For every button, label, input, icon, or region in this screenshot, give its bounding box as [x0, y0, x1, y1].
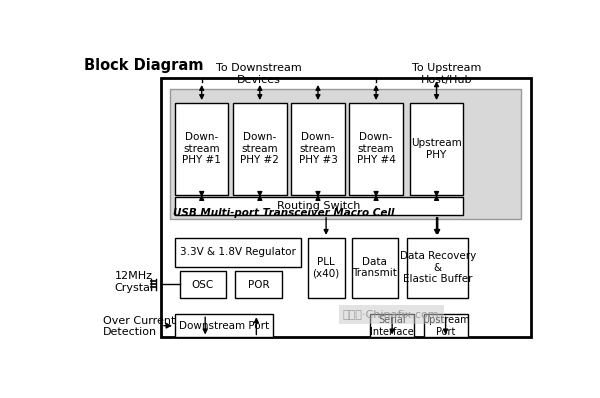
- FancyBboxPatch shape: [410, 103, 463, 195]
- Text: Down-
stream
PHY #4: Down- stream PHY #4: [356, 132, 395, 166]
- FancyBboxPatch shape: [370, 314, 415, 338]
- Text: POR: POR: [248, 279, 269, 289]
- Text: Data
Transmit: Data Transmit: [352, 257, 397, 279]
- Text: Block Diagram: Block Diagram: [84, 59, 204, 74]
- Text: To Upstream
Host/Hub: To Upstream Host/Hub: [412, 63, 482, 85]
- Text: 迅维网·Chinafix.com: 迅维网·Chinafix.com: [343, 309, 440, 319]
- Text: Down-
stream
PHY #2: Down- stream PHY #2: [241, 132, 279, 166]
- FancyBboxPatch shape: [233, 103, 287, 195]
- FancyBboxPatch shape: [349, 103, 403, 195]
- Text: Serial
Interface: Serial Interface: [370, 315, 414, 337]
- Text: Over Current
Detection: Over Current Detection: [103, 316, 175, 338]
- Text: To Downstream
Devices: To Downstream Devices: [216, 63, 302, 85]
- Text: 12MHz
Crystal: 12MHz Crystal: [114, 271, 153, 293]
- FancyBboxPatch shape: [175, 197, 463, 215]
- FancyBboxPatch shape: [161, 78, 531, 338]
- FancyBboxPatch shape: [175, 314, 272, 338]
- FancyBboxPatch shape: [352, 238, 398, 298]
- FancyBboxPatch shape: [170, 89, 521, 219]
- Text: Upstream
Port: Upstream Port: [422, 315, 470, 337]
- FancyBboxPatch shape: [235, 271, 282, 298]
- FancyBboxPatch shape: [308, 238, 344, 298]
- Text: Routing Switch: Routing Switch: [277, 201, 361, 211]
- Text: USB Multi-port Transceiver Macro Cell: USB Multi-port Transceiver Macro Cell: [173, 208, 394, 218]
- FancyBboxPatch shape: [175, 238, 301, 267]
- Text: Down-
stream
PHY #3: Down- stream PHY #3: [299, 132, 337, 166]
- Text: Down-
stream
PHY #1: Down- stream PHY #1: [182, 132, 221, 166]
- FancyBboxPatch shape: [407, 238, 468, 298]
- Text: 3.3V & 1.8V Regulator: 3.3V & 1.8V Regulator: [180, 247, 296, 258]
- FancyBboxPatch shape: [291, 103, 345, 195]
- FancyBboxPatch shape: [175, 103, 229, 195]
- Text: PLL
(x40): PLL (x40): [313, 257, 340, 279]
- Text: OSC: OSC: [192, 279, 214, 289]
- FancyBboxPatch shape: [424, 314, 468, 338]
- Text: Data Recovery
&
Elastic Buffer: Data Recovery & Elastic Buffer: [400, 251, 476, 284]
- FancyBboxPatch shape: [179, 271, 226, 298]
- Text: Downstream Port: Downstream Port: [179, 321, 269, 331]
- Text: Upstream
PHY: Upstream PHY: [411, 138, 462, 160]
